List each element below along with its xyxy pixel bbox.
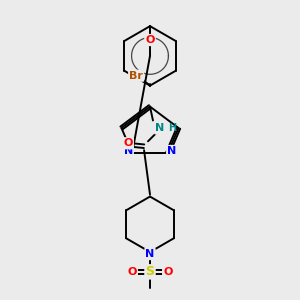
Text: N: N — [146, 249, 154, 259]
Text: N: N — [167, 146, 176, 156]
Text: O: O — [124, 138, 133, 148]
Text: S: S — [146, 266, 154, 278]
Text: Br: Br — [129, 71, 143, 81]
Text: N: N — [124, 146, 133, 156]
Text: O: O — [128, 267, 137, 277]
Text: N: N — [155, 123, 164, 134]
Text: O: O — [163, 267, 172, 277]
Text: H: H — [168, 123, 176, 134]
Text: O: O — [145, 35, 155, 45]
